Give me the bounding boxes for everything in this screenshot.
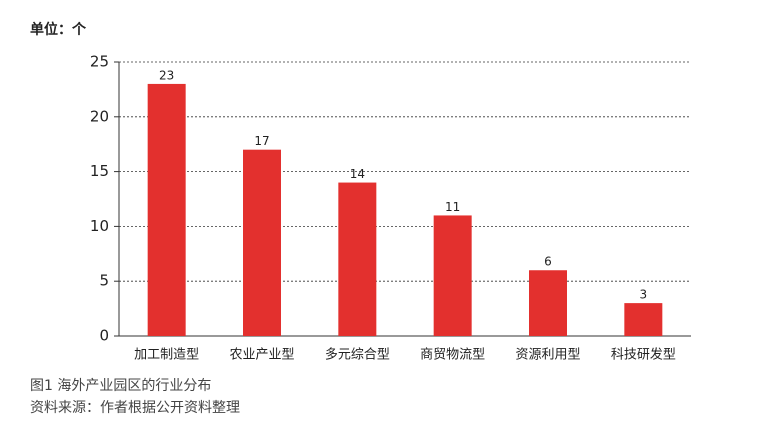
value-label: 6: [544, 255, 552, 269]
y-tick-label: 20: [90, 107, 109, 125]
x-tick-label: 商贸物流型: [420, 348, 485, 363]
y-axis-label: 单位：个: [30, 21, 87, 38]
bar: [243, 149, 281, 336]
x-tick-label: 资源利用型: [515, 348, 580, 363]
source-note: 资料来源：作者根据公开资料整理: [30, 400, 240, 416]
bar: [338, 182, 377, 336]
x-tick-label: 科技研发型: [611, 347, 676, 363]
y-tick-label: 5: [99, 272, 109, 290]
y-tick-label: 10: [90, 217, 109, 235]
value-label: 3: [640, 288, 648, 302]
value-label: 17: [254, 134, 269, 148]
value-label: 23: [159, 68, 174, 82]
y-tick-label: 25: [90, 53, 109, 71]
bar: [433, 215, 472, 336]
value-label: 11: [445, 200, 460, 214]
chart-title: 图1 海外产业园区的行业分布: [30, 378, 211, 394]
bar: [529, 270, 567, 336]
x-tick-label: 农业产业型: [229, 348, 294, 363]
bar: [147, 83, 186, 336]
bar: [624, 303, 663, 336]
value-label: 14: [350, 167, 365, 181]
x-tick-label: 多元综合型: [325, 347, 390, 363]
x-tick-label: 加工制造型: [134, 348, 199, 363]
y-tick-label: 0: [99, 327, 109, 345]
y-tick-label: 15: [90, 162, 109, 180]
